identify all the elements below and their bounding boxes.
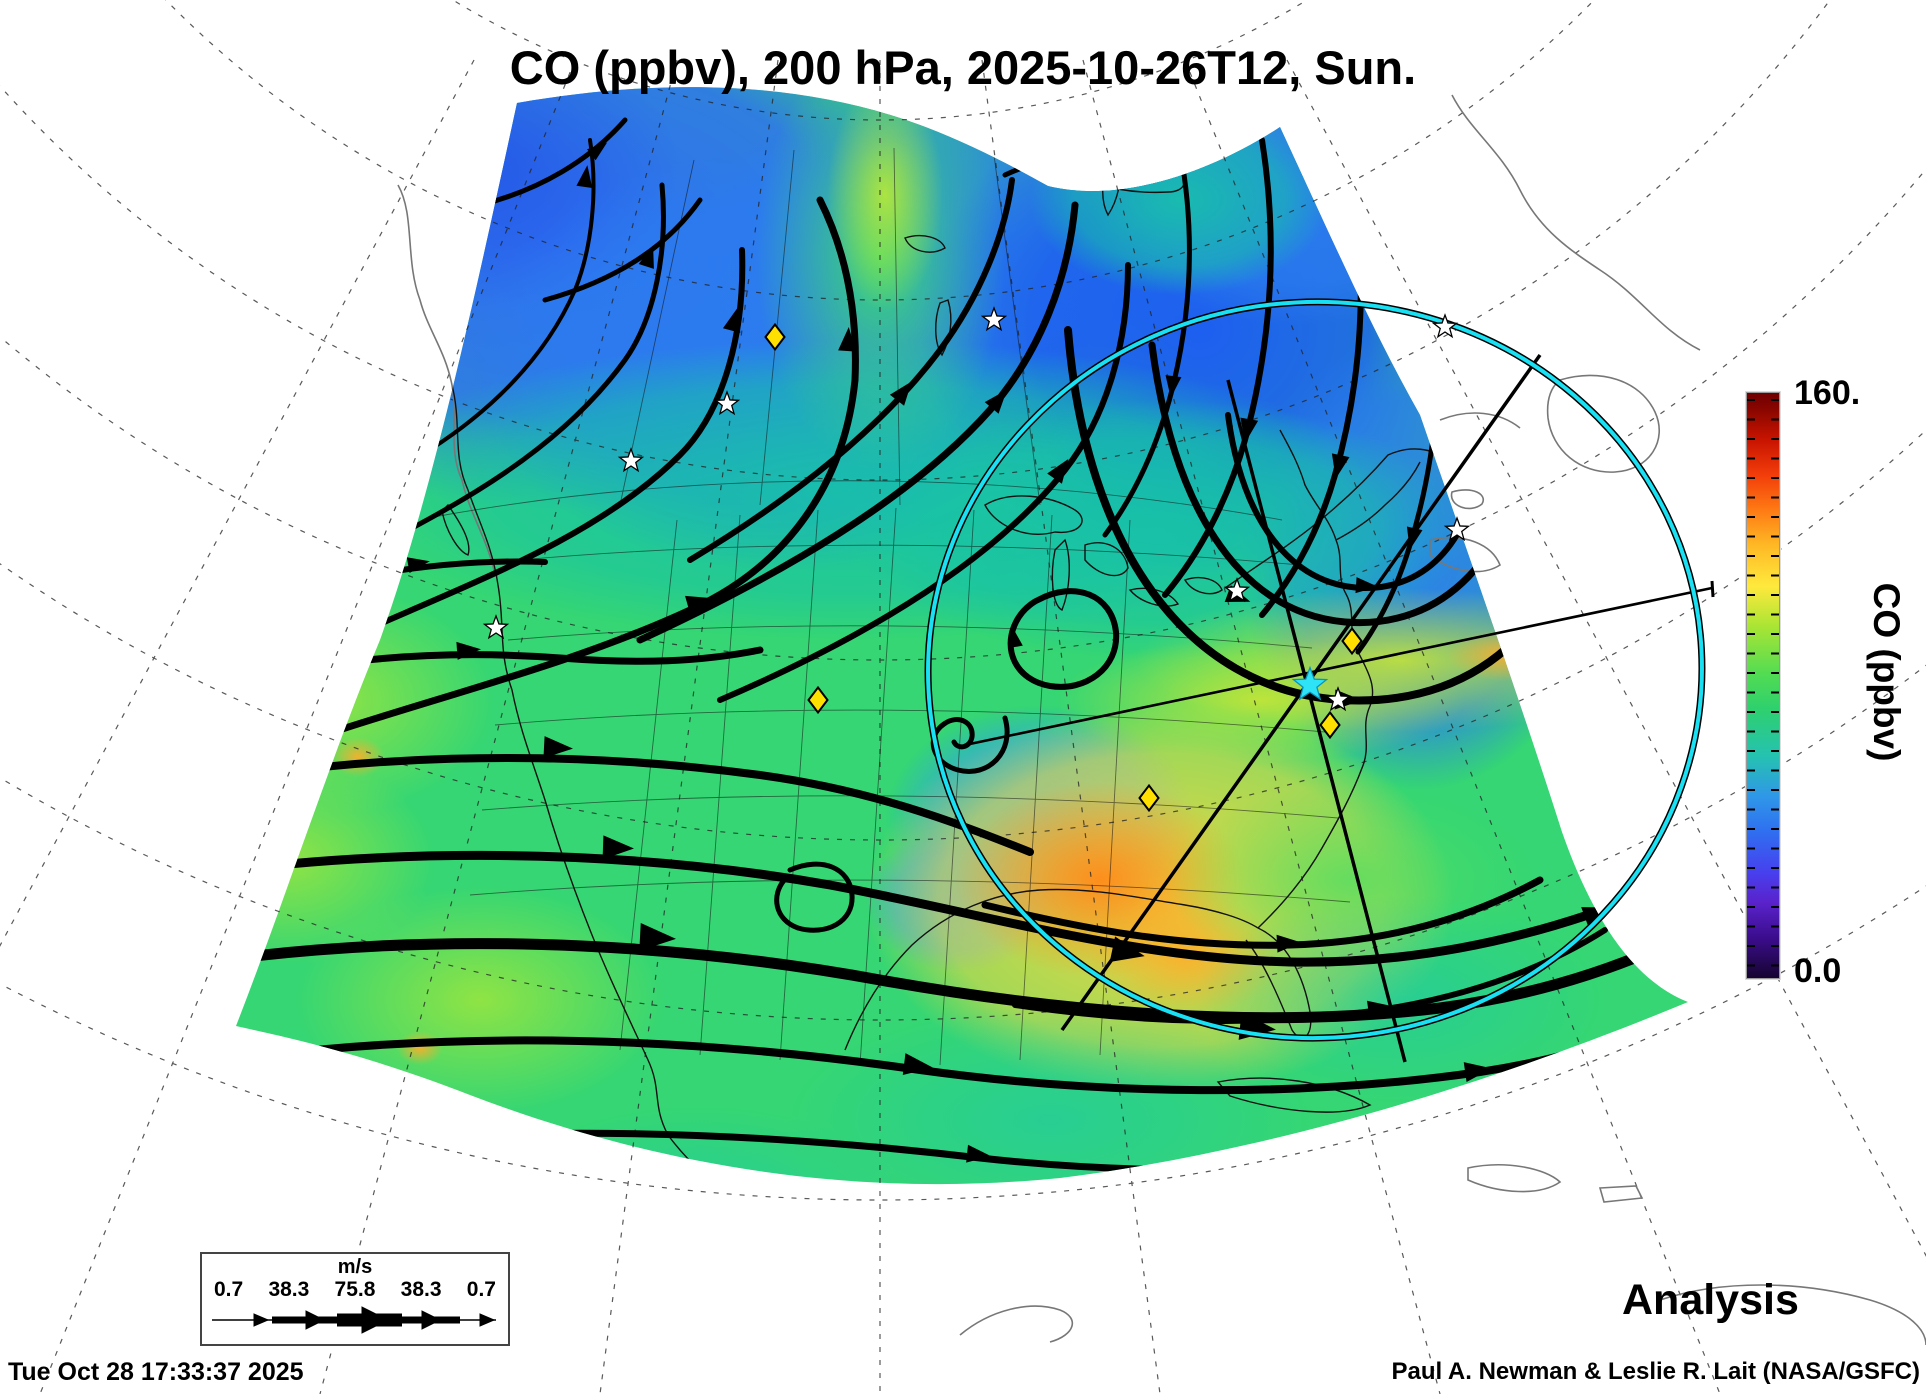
wind-legend-values: 0.7 38.3 75.8 38.3 0.7 xyxy=(202,1278,508,1302)
range-ring xyxy=(924,298,1706,1042)
colorbar-min-label: 0.0 xyxy=(1794,952,1842,990)
wind-speed-legend: m/s 0.7 38.3 75.8 38.3 0.7 xyxy=(200,1252,510,1346)
page-title: CO (ppbv), 200 hPa, 2025-10-26T12, Sun. xyxy=(509,41,1417,94)
wind-speed-value: 0.7 xyxy=(466,1278,496,1301)
line-end-tick xyxy=(1710,580,1715,598)
wind-legend-units: m/s xyxy=(337,1256,373,1278)
colorbar-axis-label: CO (ppbv) xyxy=(1866,582,1907,762)
wind-speed-value: 0.7 xyxy=(214,1278,244,1301)
colorbar-max-label: 160. xyxy=(1794,374,1861,412)
wind-speed-value: 75.8 xyxy=(334,1278,376,1301)
creation-timestamp: Tue Oct 28 17:33:37 2025 xyxy=(8,1358,304,1386)
coastline-inside xyxy=(427,141,1449,1185)
cross-section-line-b xyxy=(1226,379,1407,1063)
cross-section-line-c xyxy=(964,586,1713,747)
credit-text: Paul A. Newman & Leslie R. Lait (NASA/GS… xyxy=(1391,1358,1920,1385)
colorbar-ticks-left xyxy=(1747,399,1755,972)
wind-speed-value: 38.3 xyxy=(268,1278,310,1301)
colorbar-ticks-right xyxy=(1771,399,1779,972)
wind-legend-arrow xyxy=(212,1306,496,1334)
analysis-label: Analysis xyxy=(1622,1276,1799,1324)
colorbar xyxy=(1746,392,1780,979)
wind-speed-value: 38.3 xyxy=(400,1278,442,1301)
coastline-outside xyxy=(397,94,1926,1346)
